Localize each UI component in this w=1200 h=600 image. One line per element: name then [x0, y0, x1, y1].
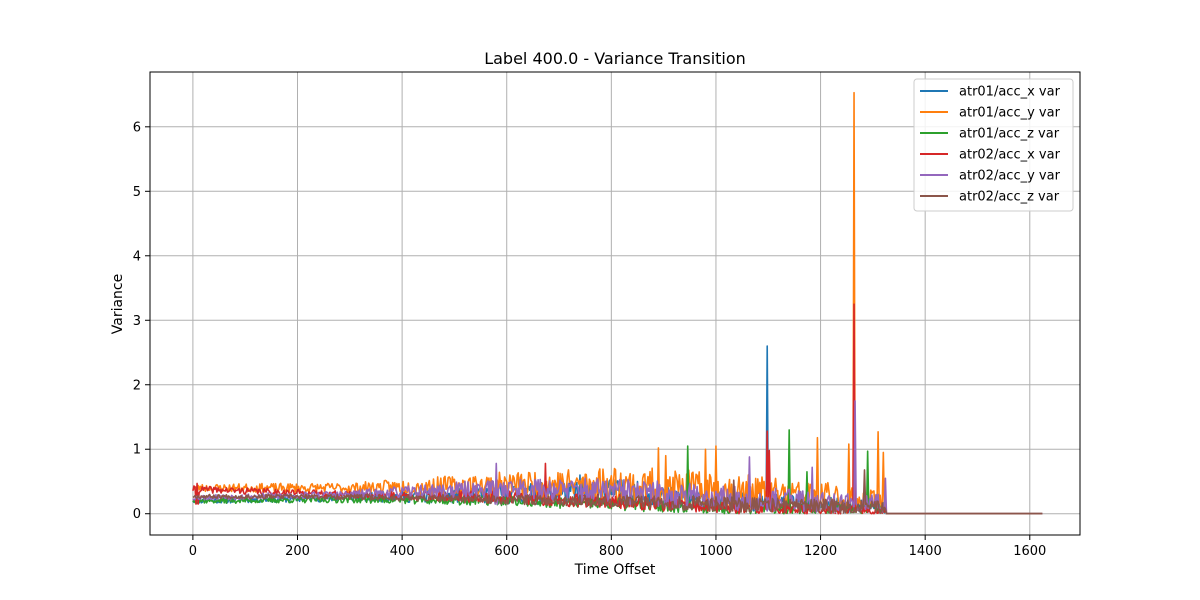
y-tick-label: 0 [133, 507, 141, 522]
x-tick-label: 600 [494, 544, 519, 559]
ticks-layer: 0 200 400 600 800 1000 1200 1400 1600 0 1 2 3 4 5 6 [133, 120, 1047, 559]
legend-entries: atr01/acc_x var atr01/acc_y var atr01/acc_… [920, 85, 1061, 205]
x-tick-label: 1400 [909, 544, 942, 559]
x-tick-label: 400 [390, 544, 415, 559]
y-tick-label: 1 [133, 443, 141, 458]
y-tick-label: 3 [133, 314, 141, 329]
x-tick-label: 800 [599, 544, 624, 559]
legend-label: atr01/acc_y var [959, 106, 1061, 121]
y-axis-title: Variance [110, 274, 126, 334]
y-tick-label: 5 [133, 185, 141, 200]
y-tick-label: 2 [133, 378, 141, 393]
legend-label: atr02/acc_z var [959, 190, 1060, 205]
legend-label: atr01/acc_x var [959, 85, 1061, 100]
series-layer [192, 91, 1043, 515]
legend-label: atr01/acc_z var [959, 127, 1060, 142]
x-tick-label: 0 [189, 544, 197, 559]
x-tick-label: 1200 [804, 544, 837, 559]
series-line-3 [192, 429, 1043, 515]
chart-title: Label 400.0 - Variance Transition [484, 49, 746, 68]
legend-box [913, 78, 1074, 212]
series-line-6 [192, 469, 1043, 515]
y-tick-label: 6 [133, 120, 141, 135]
x-tick-label: 1000 [699, 544, 732, 559]
x-tick-label: 200 [285, 544, 310, 559]
x-tick-label: 1600 [1013, 544, 1046, 559]
x-axis-title: Time Offset [574, 562, 656, 578]
legend: atr01/acc_x var atr01/acc_y var atr01/acc_… [913, 78, 1074, 212]
plot-frame [149, 71, 1081, 536]
legend-label: atr02/acc_y var [959, 169, 1061, 184]
y-tick-label: 4 [133, 249, 141, 264]
legend-label: atr02/acc_x var [959, 148, 1061, 163]
